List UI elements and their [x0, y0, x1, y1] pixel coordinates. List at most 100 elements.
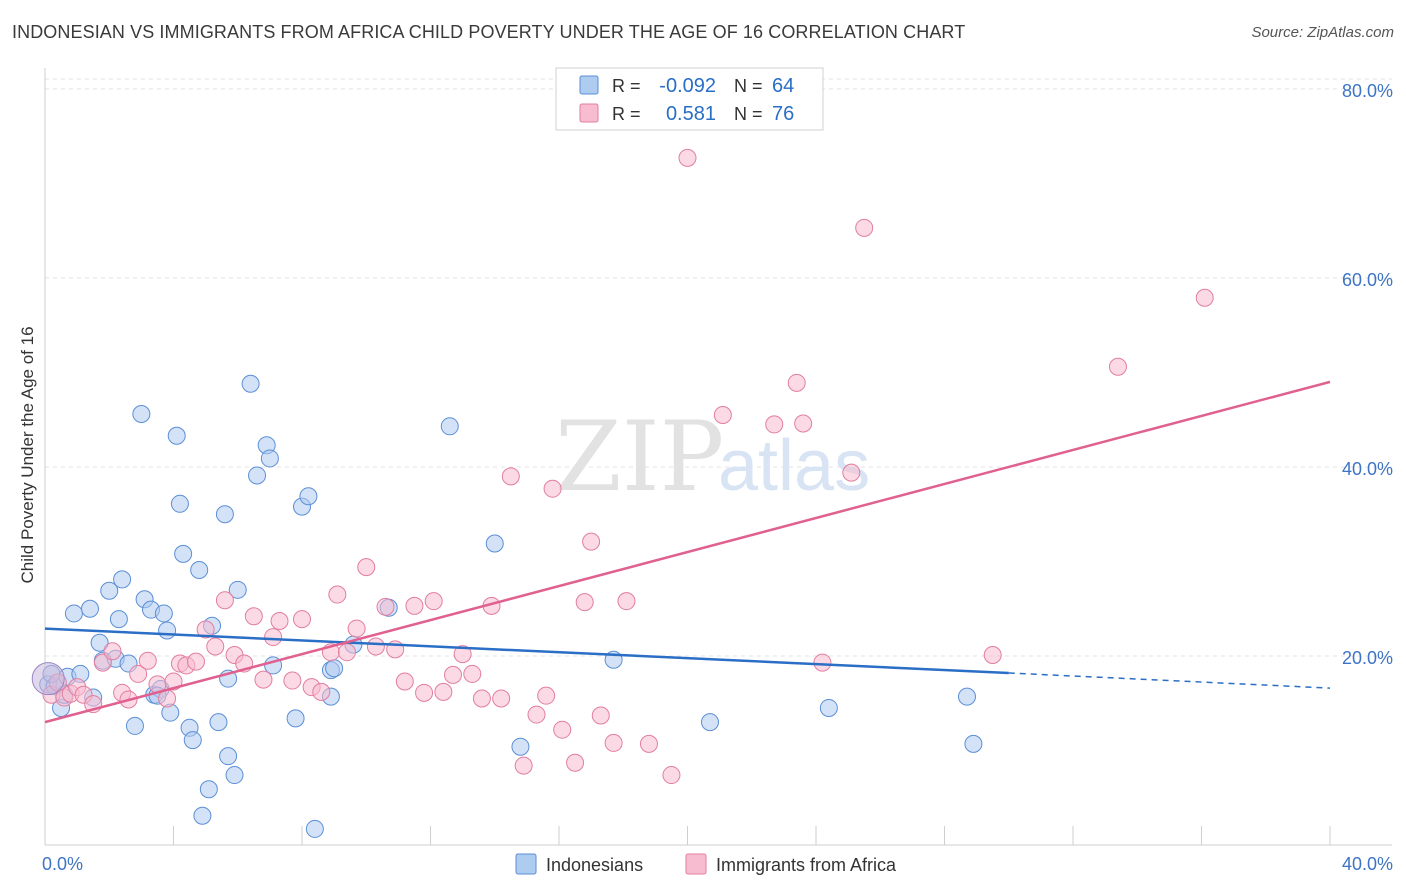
point-africa: [424, 592, 443, 611]
point-indonesians: [286, 709, 305, 728]
point-indonesians: [167, 426, 186, 445]
point-indonesians: [228, 580, 247, 599]
point-africa: [103, 642, 122, 661]
point-africa: [501, 467, 520, 486]
stats-n-value-2: 76: [772, 103, 794, 125]
point-africa: [328, 585, 347, 604]
point-indonesians: [170, 494, 189, 513]
point-indonesians: [305, 819, 324, 838]
legend-label-africa[interactable]: Immigrants from Africa: [716, 855, 897, 875]
stats-n-label-1: N =: [734, 76, 763, 96]
legend-swatch-indonesians[interactable]: [515, 853, 537, 875]
y-axis-label: Child Poverty Under the Age of 16: [18, 326, 37, 583]
point-indonesians: [109, 610, 128, 629]
y-tick-label: 20.0%: [1342, 648, 1393, 668]
point-indonesians: [209, 713, 228, 732]
point-indonesians: [125, 716, 144, 735]
stats-n-label-2: N =: [734, 104, 763, 124]
point-indonesians: [193, 806, 212, 825]
y-tick-label: 80.0%: [1342, 81, 1393, 101]
point-indonesians: [154, 604, 173, 623]
point-africa: [472, 689, 491, 708]
trend-line-indonesians-extension: [1008, 672, 1331, 689]
point-africa: [254, 670, 273, 689]
point-cluster: [31, 662, 65, 696]
legend-swatch-africa[interactable]: [685, 853, 707, 875]
point-africa: [186, 652, 205, 671]
x-tick-label: 0.0%: [42, 854, 83, 874]
point-indonesians: [174, 544, 193, 563]
point-africa: [527, 705, 546, 724]
y-tick-label: 40.0%: [1342, 459, 1393, 479]
legend: Indonesians Immigrants from Africa: [515, 853, 897, 875]
point-africa: [244, 607, 263, 626]
point-africa: [787, 373, 806, 392]
point-indonesians: [158, 621, 177, 640]
axes: [44, 68, 1392, 846]
point-indonesians: [215, 505, 234, 524]
point-indonesians: [325, 659, 344, 678]
point-africa: [270, 612, 289, 631]
point-africa: [543, 479, 562, 498]
point-indonesians: [90, 633, 109, 652]
point-indonesians: [219, 747, 238, 766]
stats-r-label-2: R =: [612, 104, 641, 124]
point-indonesians: [64, 604, 83, 623]
stats-swatch-indonesians: [579, 75, 599, 95]
point-indonesians: [199, 780, 218, 799]
point-africa: [347, 619, 366, 638]
point-africa: [575, 593, 594, 612]
point-indonesians: [132, 405, 151, 424]
stats-r-label-1: R =: [612, 76, 641, 96]
point-indonesians: [511, 737, 530, 756]
point-africa: [492, 689, 511, 708]
trend-line-indonesians: [44, 627, 1009, 675]
point-africa: [453, 645, 472, 664]
point-africa: [405, 596, 424, 615]
point-indonesians: [485, 534, 504, 553]
point-africa: [293, 610, 311, 629]
stats-box: R = -0.092 N = 64 R = 0.581 N = 76: [555, 67, 824, 131]
point-africa: [376, 597, 395, 616]
stats-n-value-1: 64: [772, 75, 794, 97]
point-africa: [434, 682, 453, 701]
stats-r-value-2: 0.581: [666, 103, 716, 125]
point-africa: [553, 720, 572, 739]
point-indonesians: [248, 466, 267, 485]
point-africa: [514, 756, 533, 775]
point-africa: [591, 706, 610, 725]
x-tick-label: 40.0%: [1342, 854, 1393, 874]
point-indonesians: [957, 687, 976, 706]
point-indonesians: [299, 487, 318, 506]
point-indonesians: [260, 449, 279, 468]
point-africa: [312, 682, 331, 701]
trend-line-africa: [44, 380, 1331, 724]
point-indonesians: [241, 374, 260, 393]
stats-r-value-1: -0.092: [659, 75, 716, 97]
source-label: Source: ZipAtlas.com: [1251, 24, 1394, 41]
watermark-zip: ZIP: [555, 401, 724, 513]
stats-swatch-africa: [579, 103, 599, 123]
point-africa: [206, 637, 225, 656]
point-africa: [138, 651, 157, 670]
point-africa: [443, 665, 462, 684]
point-africa: [566, 753, 585, 772]
point-indonesians: [440, 417, 459, 436]
point-africa: [639, 734, 658, 753]
point-africa: [794, 414, 813, 433]
point-indonesians: [80, 599, 99, 618]
point-indonesians: [700, 713, 719, 732]
legend-label-indonesians[interactable]: Indonesians: [546, 855, 643, 875]
watermark-atlas: atlas: [718, 426, 870, 506]
point-africa: [813, 653, 832, 672]
point-africa: [215, 591, 234, 610]
point-africa: [337, 643, 356, 662]
point-africa: [983, 646, 1002, 665]
point-africa: [765, 415, 784, 434]
point-africa: [395, 672, 414, 691]
point-africa: [537, 686, 556, 705]
point-indonesians: [225, 766, 244, 785]
trend-lines: [44, 380, 1331, 724]
point-africa: [1195, 288, 1214, 307]
